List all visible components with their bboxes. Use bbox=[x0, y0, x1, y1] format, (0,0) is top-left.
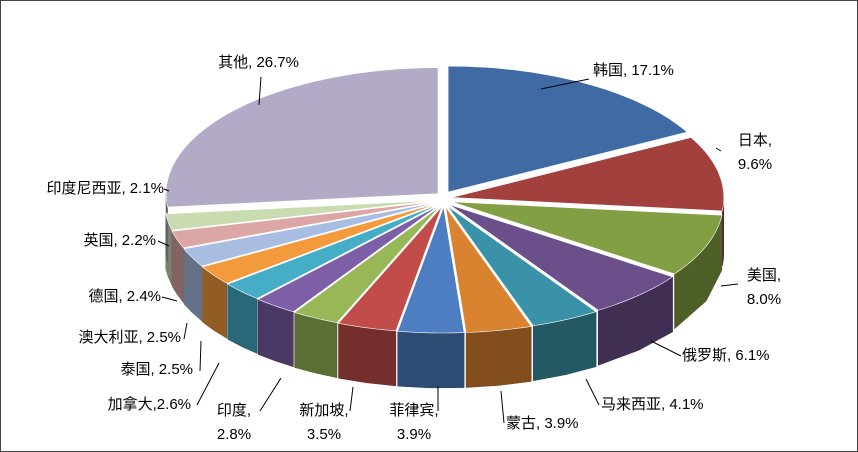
slice-side bbox=[294, 312, 338, 379]
slice-sides bbox=[165, 193, 725, 389]
slice bbox=[451, 137, 725, 212]
leader-line bbox=[199, 340, 202, 372]
data-label: 德国, 2.4% bbox=[88, 288, 161, 305]
data-label: 加拿大,2.6% bbox=[107, 396, 191, 413]
data-label: 俄罗斯, 6.1% bbox=[682, 347, 770, 364]
slice-tops bbox=[165, 65, 725, 334]
slice bbox=[183, 202, 437, 267]
leader-line bbox=[161, 296, 178, 302]
leader-line bbox=[585, 378, 600, 406]
data-label: 马来西亚, 4.1% bbox=[601, 396, 704, 413]
slice bbox=[226, 204, 439, 299]
leader-line bbox=[259, 377, 282, 412]
data-label: 其他, 26.7% bbox=[218, 54, 299, 71]
leader-line bbox=[500, 390, 505, 424]
leader-line bbox=[258, 76, 262, 106]
slice-side bbox=[465, 326, 532, 388]
slice bbox=[447, 65, 688, 193]
leader-line bbox=[540, 78, 590, 90]
leader-line bbox=[196, 362, 220, 406]
data-label: 蒙古, 3.9% bbox=[506, 415, 579, 432]
leader-line bbox=[715, 147, 722, 152]
slice bbox=[165, 200, 437, 231]
leader-line bbox=[650, 340, 682, 357]
slice bbox=[337, 206, 443, 332]
data-label: 泰国, 2.5% bbox=[120, 361, 193, 378]
leader-line bbox=[163, 188, 170, 192]
data-label: 韩国, 17.1% bbox=[593, 62, 674, 79]
leader-line bbox=[349, 386, 354, 412]
slice-side bbox=[338, 322, 397, 387]
leader-line bbox=[720, 283, 739, 287]
leader-lines bbox=[157, 76, 739, 424]
slice bbox=[171, 201, 437, 249]
data-label: 印度, 2.8% bbox=[216, 402, 252, 443]
slice bbox=[257, 205, 440, 313]
data-label: 印度尼西亚, 2.1% bbox=[46, 180, 164, 197]
data-label: 英国, 2.2% bbox=[83, 232, 156, 249]
leader-line bbox=[183, 322, 188, 340]
slice bbox=[293, 205, 441, 324]
data-label: 日本, 9.6% bbox=[737, 132, 773, 173]
data-label: 美国, 8.0% bbox=[746, 267, 782, 308]
slice-side bbox=[397, 330, 465, 389]
slice bbox=[445, 206, 532, 333]
slice bbox=[165, 67, 439, 208]
data-label: 菲律宾, 3.9% bbox=[389, 402, 439, 443]
slice bbox=[447, 205, 597, 327]
data-label: 新加坡, 3.5% bbox=[299, 402, 349, 443]
leader-line bbox=[157, 240, 170, 247]
slice bbox=[201, 203, 438, 284]
slice bbox=[397, 205, 465, 334]
data-label: 澳大利亚, 2.5% bbox=[78, 329, 181, 346]
slice bbox=[451, 201, 723, 275]
slice bbox=[449, 204, 674, 311]
